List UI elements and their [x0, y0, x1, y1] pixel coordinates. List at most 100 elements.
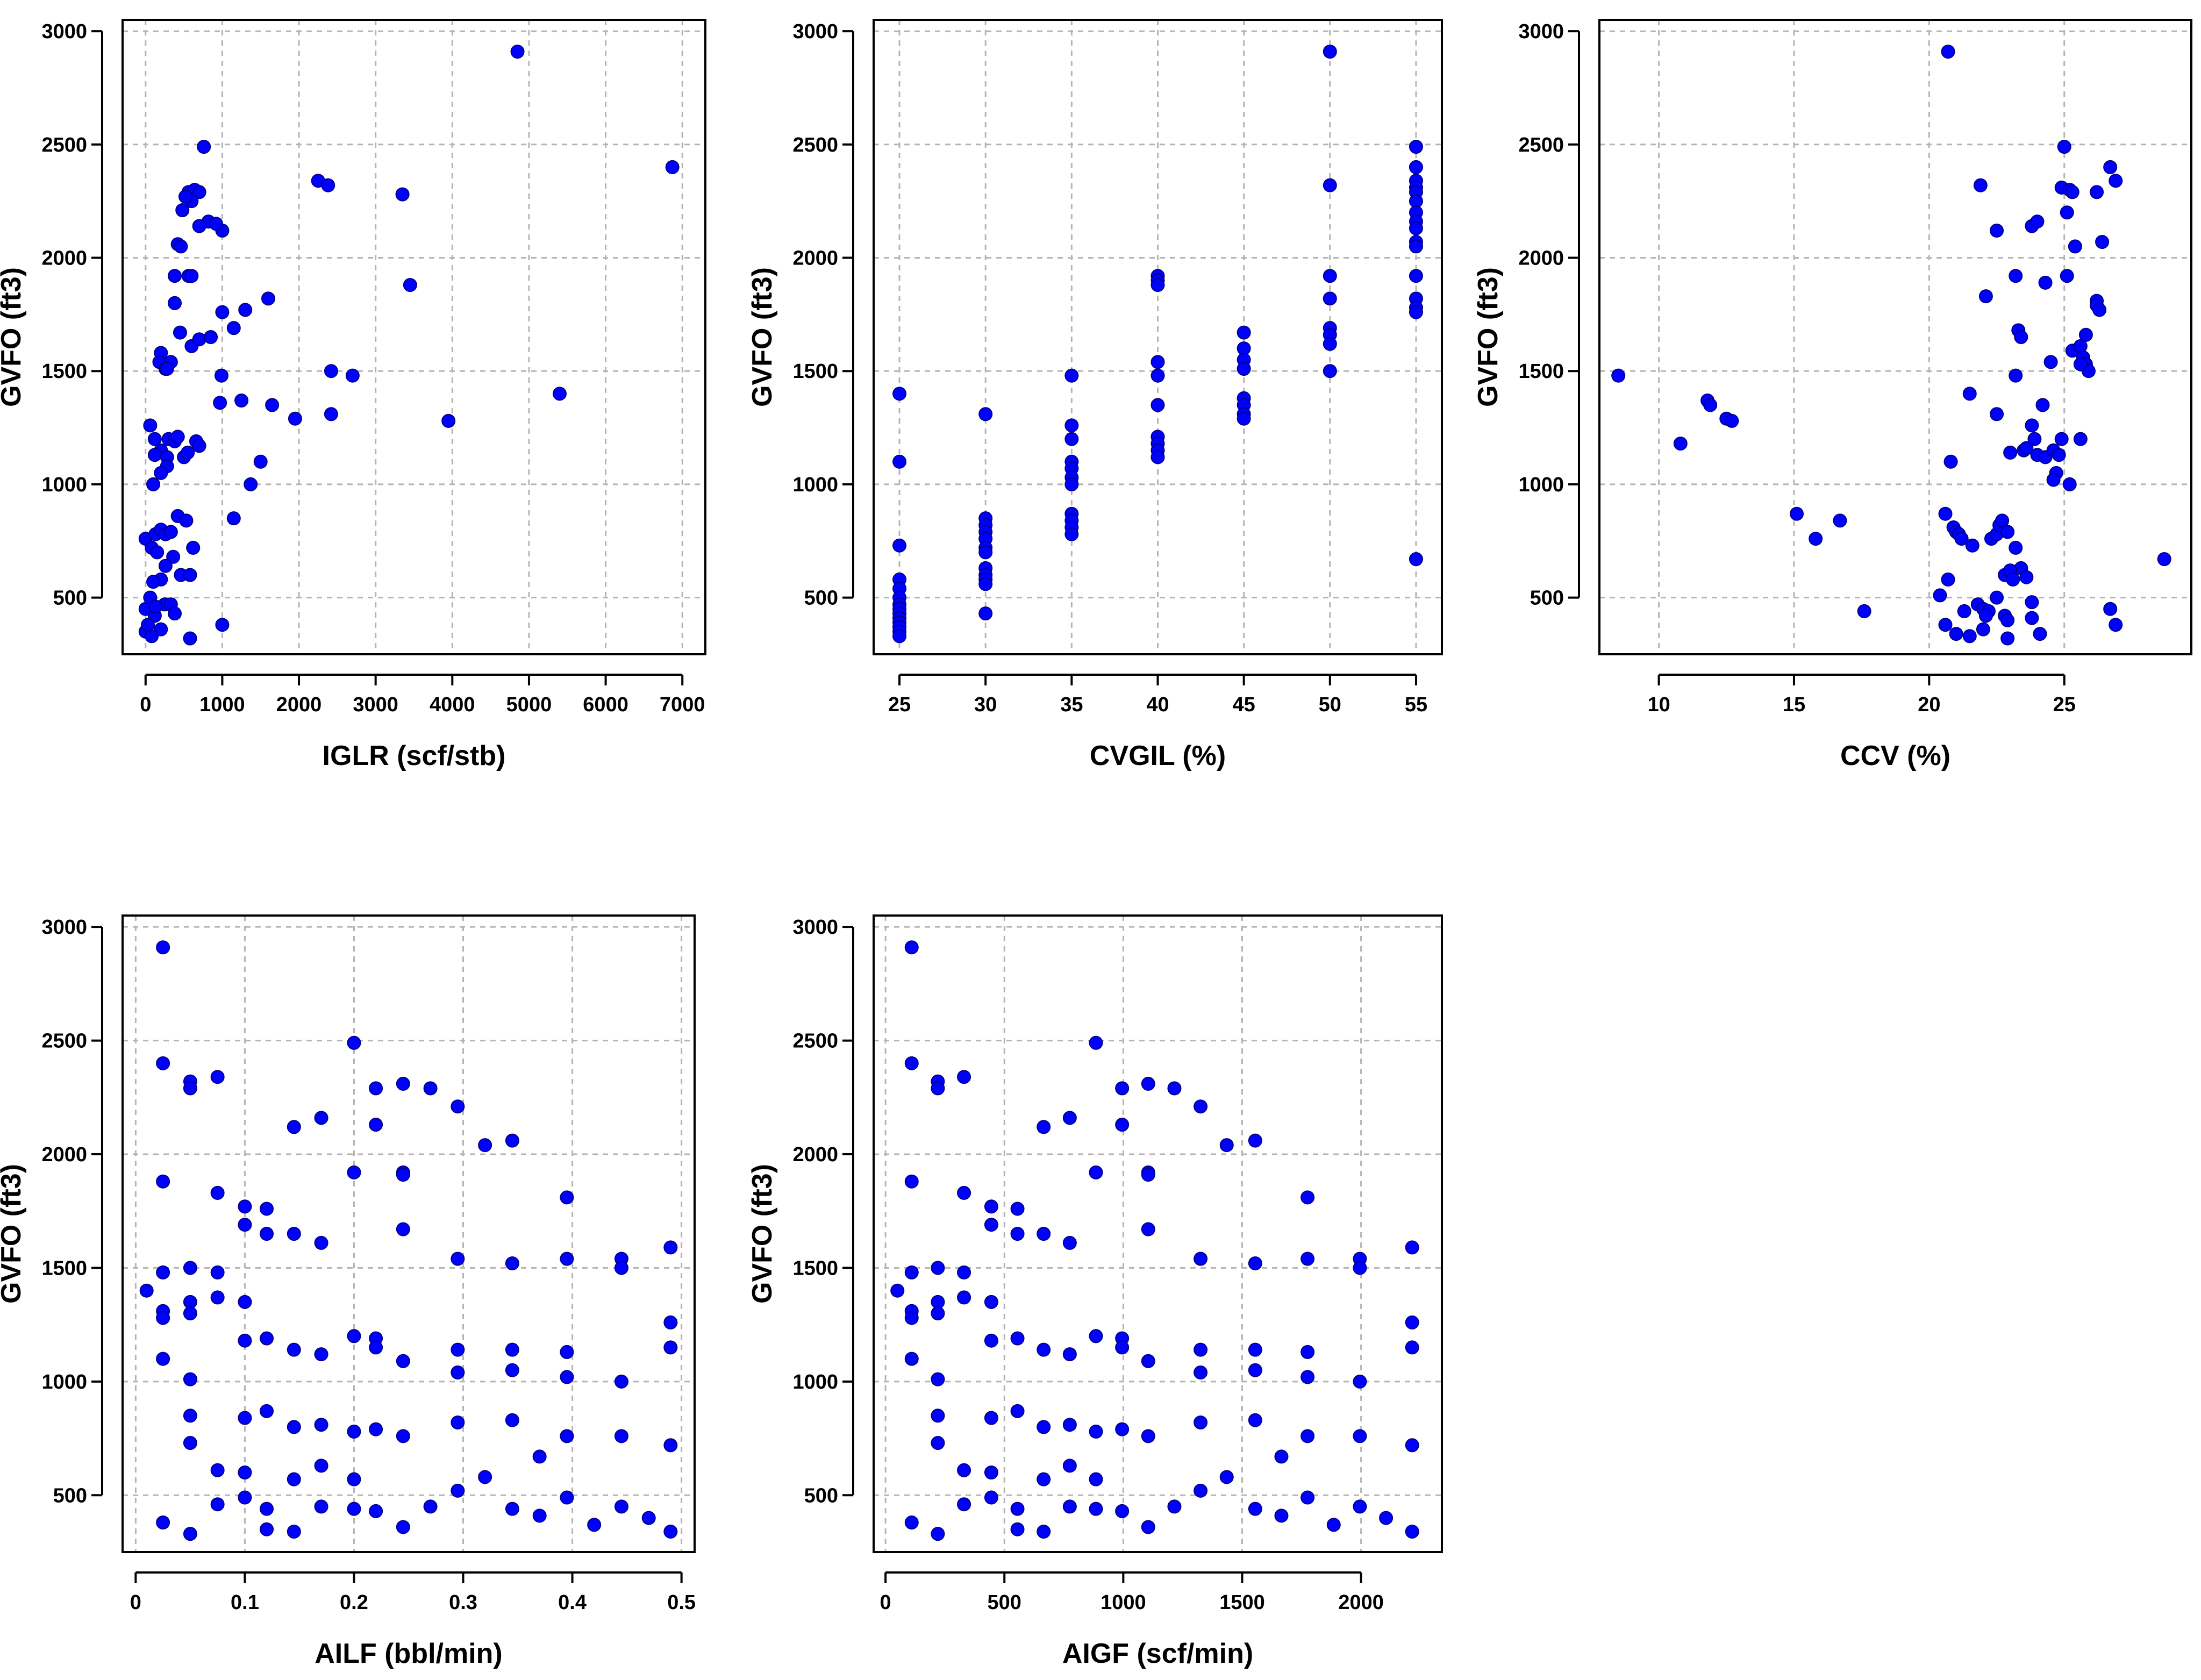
data-point [1064, 477, 1079, 491]
data-point [614, 1499, 628, 1514]
data-point [1300, 1429, 1315, 1443]
data-point [253, 454, 268, 469]
data-point [2025, 611, 2039, 625]
y-tick-label: 1000 [792, 474, 838, 496]
x-tick-label: 3000 [353, 694, 398, 716]
data-point [1809, 532, 1823, 546]
data-point [2046, 473, 2061, 487]
y-tick-label: 500 [804, 1484, 838, 1507]
data-point [314, 1459, 328, 1473]
x-tick-label: 15 [1783, 694, 1805, 716]
data-point [1978, 289, 1993, 304]
data-point [324, 364, 338, 378]
x-tick-label: 40 [1146, 694, 1169, 716]
data-point [2068, 239, 2082, 254]
data-point [314, 1235, 328, 1250]
x-tick-label: 7000 [660, 694, 705, 716]
data-point [143, 418, 158, 433]
data-point [2009, 540, 2023, 555]
data-point [260, 1202, 274, 1216]
data-point [1409, 221, 1423, 235]
data-point [1833, 513, 1847, 528]
plot-frame [122, 914, 696, 1553]
data-point [663, 1438, 678, 1453]
data-point [892, 629, 907, 644]
data-point [147, 432, 162, 446]
scatter-panel-5: 0 500 1000 1500 2000 500 1000 1500 2000 2500 3000 A… [747, 914, 1443, 1669]
data-point [614, 1374, 628, 1389]
data-point [321, 178, 335, 192]
data-point [396, 1168, 410, 1182]
data-point [314, 1499, 328, 1514]
data-point [1141, 1354, 1155, 1368]
data-point [1167, 1081, 1182, 1096]
data-point [2006, 572, 2020, 587]
data-point [1141, 1168, 1155, 1182]
data-point [957, 1265, 971, 1279]
scatter-panel-3: 10 15 20 25 500 1000 1500 2000 2500 3000 CCV (%) GV… [1473, 19, 2192, 771]
data-point [174, 239, 188, 254]
data-point [287, 1120, 301, 1134]
data-point [156, 1056, 170, 1070]
data-point [931, 1081, 945, 1096]
data-point [1089, 1329, 1103, 1343]
data-point [2027, 432, 2042, 446]
data-point [560, 1370, 574, 1384]
data-point [1219, 1138, 1234, 1153]
data-point [1062, 1499, 1077, 1514]
y-axis-label: GVFO (ft3) [1473, 267, 1504, 407]
data-point [2033, 627, 2047, 641]
data-point [663, 1240, 678, 1255]
data-point [1938, 618, 1953, 632]
data-point [347, 1329, 361, 1343]
data-point [347, 1035, 361, 1050]
data-point [1248, 1256, 1262, 1270]
data-point [1141, 1520, 1155, 1534]
data-point [1010, 1522, 1025, 1536]
data-point [396, 1222, 410, 1236]
x-tick-label: 1000 [199, 694, 245, 716]
data-point [663, 1340, 678, 1355]
data-point [215, 305, 230, 319]
data-point [347, 1165, 361, 1179]
data-point [395, 187, 410, 202]
x-tick-label: 30 [974, 694, 997, 716]
data-point [314, 1347, 328, 1362]
data-point [261, 291, 275, 306]
y-tick-label: 2000 [1518, 247, 1564, 270]
data-point [260, 1331, 274, 1346]
data-point [287, 1342, 301, 1357]
data-point [560, 1190, 574, 1205]
data-point [560, 1490, 574, 1505]
y-tick-label: 500 [804, 587, 838, 610]
data-point [1037, 1524, 1051, 1539]
data-point [1990, 590, 2004, 605]
data-point [1089, 1424, 1103, 1439]
data-point [214, 368, 228, 383]
data-point [2057, 140, 2071, 154]
data-point [347, 1472, 361, 1486]
data-point [1150, 450, 1165, 464]
data-point [423, 1081, 438, 1096]
y-tick-label: 2000 [41, 1143, 87, 1166]
y-axis-label: GVFO (ft3) [747, 267, 778, 407]
data-point [423, 1499, 438, 1514]
data-point [260, 1404, 274, 1418]
data-point [1219, 1470, 1234, 1484]
x-axis-label: CCV (%) [1840, 740, 1950, 771]
data-point [2060, 205, 2074, 220]
data-point [1965, 538, 1980, 553]
y-tick-label: 3000 [41, 916, 87, 939]
data-point [904, 1515, 919, 1530]
data-point [1248, 1363, 1262, 1377]
data-point [553, 387, 567, 401]
y-axis-label: GVFO (ft3) [0, 267, 27, 407]
data-point [1300, 1345, 1315, 1359]
data-point [210, 1185, 225, 1200]
data-point [931, 1436, 945, 1450]
data-point [2000, 631, 2015, 646]
data-point [403, 278, 417, 292]
data-point [141, 618, 155, 632]
data-point [451, 1099, 465, 1114]
data-point [1323, 269, 1337, 283]
